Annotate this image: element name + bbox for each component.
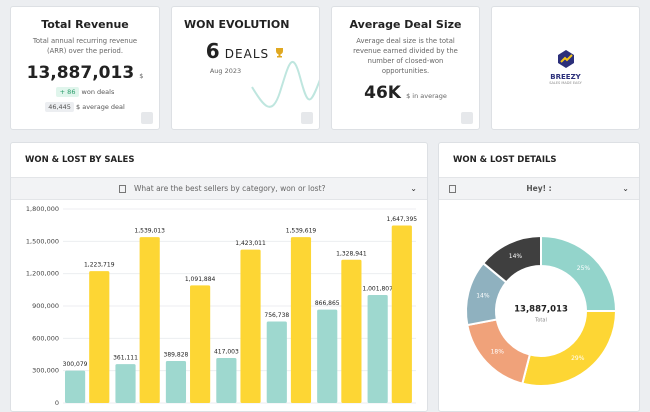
segment-label: 14% <box>476 293 490 300</box>
prompt-bar[interactable]: What are the best sellers by category, w… <box>11 177 427 200</box>
card-description: Average deal size is the total revenue e… <box>353 37 458 75</box>
panel-title: WON & LOST DETAILS <box>453 155 557 165</box>
panel-title: WON & LOST BY SALES <box>25 155 135 165</box>
bar <box>190 285 211 403</box>
badge-text: won deals <box>81 88 115 96</box>
card-value: 46K <box>364 83 401 103</box>
card-value: 13,887,013 <box>26 63 135 83</box>
value-label: 756,738 <box>264 312 289 319</box>
y-tick-label: 1,200,000 <box>26 270 59 278</box>
logo-tagline: SALES MADE EASY <box>549 81 582 85</box>
value-label: 300,079 <box>63 361 88 368</box>
bar <box>317 309 338 403</box>
card-date: Aug 2023 <box>209 67 242 75</box>
bar <box>341 259 362 403</box>
card-title: Average Deal Size <box>349 18 462 31</box>
filter-button[interactable] <box>461 112 473 124</box>
donut-chart: 25% 29% 18% 14% 14% 13,887,013 Total <box>465 234 618 387</box>
card-title: WON EVOLUTION <box>184 18 290 31</box>
prompt-bar[interactable]: Hey! : ⌄ <box>439 177 639 200</box>
prompt-text: Hey! : <box>526 184 552 193</box>
bar <box>216 358 237 403</box>
bar <box>139 237 160 403</box>
card-unit: $ <box>139 72 144 80</box>
value-label: 361,111 <box>113 355 138 362</box>
won-evolution-card: WON EVOLUTION 6 DEALS Aug 2023 <box>171 6 320 130</box>
bar <box>115 364 136 403</box>
value-label: 1,001,807 <box>362 286 393 293</box>
filter-button[interactable] <box>141 112 153 124</box>
logo-icon <box>557 50 574 68</box>
y-tick-label: 600,000 <box>32 334 59 342</box>
donut-total: 13,887,013 <box>514 305 568 315</box>
deal-size-card: Average Deal Size Average deal size is t… <box>331 6 480 130</box>
sparkline <box>251 61 319 108</box>
segment-label: 29% <box>571 355 585 362</box>
donut-segment <box>481 234 542 284</box>
bar <box>391 225 412 403</box>
donut-caption: Total <box>534 318 547 324</box>
card-title: Total Revenue <box>41 18 129 31</box>
y-tick-label: 300,000 <box>32 367 59 375</box>
bar <box>240 249 261 403</box>
average-text: $ average deal <box>76 103 125 111</box>
average: 46,445 <box>45 102 74 112</box>
value-label: 1,091,884 <box>185 276 216 283</box>
value-label: 1,647,395 <box>387 216 418 223</box>
y-tick-label: 1,500,000 <box>26 237 59 245</box>
value-label: 1,539,013 <box>134 228 165 235</box>
logo-card: BREEZY SALES MADE EASY <box>491 6 640 130</box>
bar <box>65 370 86 403</box>
trophy-icon <box>276 48 284 58</box>
donut-segment <box>540 234 618 312</box>
value-label: 389,828 <box>164 351 189 358</box>
badge: + 86 <box>55 87 80 97</box>
segment-label: 18% <box>491 349 505 356</box>
logo-name: BREEZY <box>550 73 581 81</box>
value-label: 1,328,941 <box>336 250 367 257</box>
revenue-card: Total Revenue Total annual recurring rev… <box>10 6 160 130</box>
prompt-text: What are the best sellers by category, w… <box>134 184 326 193</box>
y-tick-label: 900,000 <box>32 302 59 310</box>
bar <box>165 360 187 403</box>
y-tick-label: 1,800,000 <box>26 205 59 213</box>
bar <box>290 237 312 403</box>
sales-panel: WON & LOST BY SALES What are the best se… <box>10 142 428 412</box>
bar <box>89 271 110 403</box>
bar <box>266 321 287 403</box>
filter-button[interactable] <box>301 112 313 124</box>
bar <box>367 295 388 403</box>
value-label: 1,539,619 <box>286 228 317 235</box>
y-tick-label: 0 <box>55 399 59 407</box>
card-unit: $ in average <box>406 92 447 100</box>
value-label: 417,003 <box>214 349 239 356</box>
card-description: Total annual recurring revenue (ARR) ove… <box>32 37 138 55</box>
value-label: 1,223,719 <box>84 262 115 269</box>
value-label: 1,423,011 <box>235 240 266 247</box>
segment-label: 25% <box>577 265 591 272</box>
deals-unit: DEALS <box>224 47 270 61</box>
bar-chart: 0 300,000 600,000 900,000 1,200,000 1,500,000… <box>26 205 418 407</box>
segment-label: 14% <box>509 253 523 260</box>
deals-count: 6 <box>205 39 220 63</box>
value-label: 866,865 <box>315 300 340 307</box>
details-panel: WON & LOST DETAILS Hey! : ⌄ 25% 29% 18% 14% 1… <box>438 142 640 412</box>
